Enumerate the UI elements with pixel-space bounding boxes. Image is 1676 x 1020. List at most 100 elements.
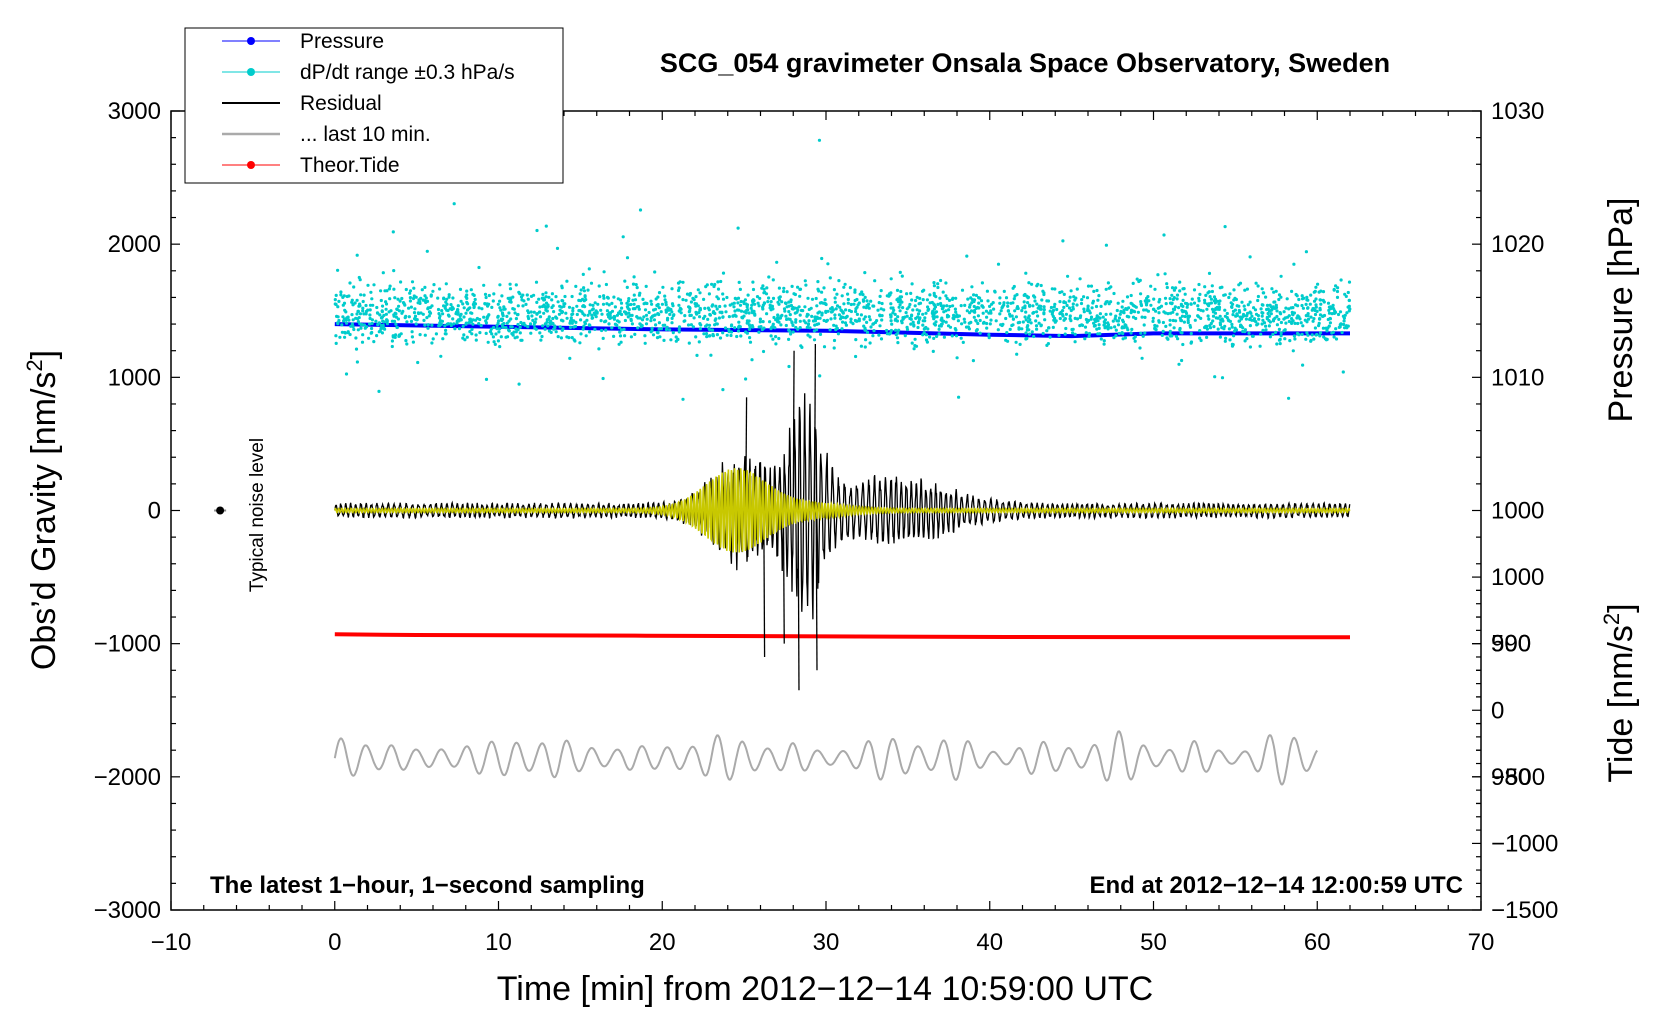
dpdt-point	[976, 314, 981, 318]
dpdt-point	[761, 320, 765, 324]
dpdt-point	[1139, 300, 1143, 304]
dpdt-point	[944, 320, 948, 324]
dpdt-point	[820, 256, 824, 261]
dpdt-point	[617, 311, 621, 315]
dpdt-point	[495, 327, 499, 331]
dpdt-point	[822, 345, 827, 349]
dpdt-point	[1207, 317, 1211, 321]
dpdt-point	[1142, 323, 1146, 327]
dpdt-point	[1008, 312, 1012, 316]
dpdt-point	[777, 336, 781, 341]
dpdt-point	[416, 360, 420, 365]
dpdt-point	[948, 304, 952, 309]
dpdt-point	[710, 282, 714, 286]
dpdt-point	[1089, 315, 1094, 319]
dpdt-point	[1139, 331, 1143, 335]
dpdt-point	[444, 332, 448, 336]
dpdt-point	[1296, 304, 1300, 308]
legend-label: dP/dt range ±0.3 hPa/s	[300, 61, 515, 84]
dpdt-point	[735, 334, 739, 339]
dpdt-point	[349, 324, 353, 328]
dpdt-point	[1082, 307, 1086, 311]
dpdt-point	[833, 300, 837, 304]
dpdt-point	[1176, 337, 1180, 341]
dpdt-point	[1326, 317, 1330, 322]
dpdt-point	[1306, 298, 1310, 302]
dpdt-point	[765, 286, 769, 290]
legend-label: ... last 10 min.	[300, 123, 431, 146]
dpdt-point	[1068, 317, 1072, 321]
dpdt-point	[915, 308, 919, 312]
dpdt-point	[1166, 312, 1170, 316]
dpdt-point	[464, 322, 468, 326]
dpdt-point	[1006, 339, 1010, 343]
dpdt-point	[863, 345, 867, 349]
dpdt-point	[1064, 312, 1068, 316]
dpdt-point	[632, 302, 636, 306]
dpdt-point	[1172, 326, 1176, 330]
dpdt-point	[871, 304, 875, 308]
dpdt-point	[684, 298, 688, 302]
dpdt-point	[490, 332, 494, 336]
dpdt-point	[1165, 285, 1169, 290]
dpdt-point	[1104, 312, 1108, 316]
y-tick-label-tide: −1000	[1491, 830, 1558, 857]
dpdt-point	[744, 311, 748, 315]
dpdt-point	[573, 324, 578, 328]
dpdt-point	[1045, 329, 1049, 333]
dpdt-point	[820, 290, 824, 294]
dpdt-point	[339, 293, 343, 297]
dpdt-point	[1030, 282, 1034, 286]
dpdt-point	[1331, 330, 1335, 334]
dpdt-point	[980, 304, 984, 308]
dpdt-point	[895, 336, 900, 340]
dpdt-point	[1092, 321, 1096, 325]
dpdt-point	[1164, 324, 1168, 328]
dpdt-point	[589, 281, 594, 285]
dpdt-point	[1106, 325, 1110, 329]
dpdt-point	[985, 289, 990, 293]
dpdt-point	[1306, 317, 1311, 321]
dpdt-point	[362, 293, 366, 297]
dpdt-point	[518, 331, 522, 335]
dpdt-point	[699, 323, 703, 327]
dpdt-point	[942, 304, 946, 308]
dpdt-point	[1078, 277, 1082, 281]
dpdt-point	[917, 320, 921, 324]
dpdt-point	[707, 326, 711, 331]
dpdt-point	[364, 303, 368, 308]
dpdt-point	[1271, 332, 1275, 336]
dpdt-point	[447, 293, 451, 297]
dpdt-point	[1338, 310, 1343, 314]
dpdt-point	[880, 314, 884, 318]
dpdt-point	[1006, 301, 1010, 305]
dpdt-point	[1073, 298, 1077, 302]
dpdt-point	[650, 326, 654, 330]
dpdt-point	[1250, 314, 1254, 318]
dpdt-point	[656, 312, 660, 316]
dpdt-point	[1287, 396, 1291, 400]
dpdt-point	[998, 296, 1002, 300]
dpdt-point	[894, 333, 898, 337]
dpdt-point	[617, 342, 621, 346]
dpdt-point	[1097, 294, 1101, 298]
dpdt-point	[701, 316, 706, 320]
dpdt-point	[694, 335, 698, 339]
dpdt-point	[1291, 306, 1295, 310]
dpdt-point	[1083, 337, 1087, 341]
dpdt-point	[932, 281, 936, 285]
dpdt-point	[1327, 311, 1332, 315]
dpdt-point	[771, 278, 775, 282]
dpdt-point	[1262, 321, 1267, 325]
dpdt-point	[757, 325, 761, 329]
dpdt-point	[361, 333, 365, 337]
dpdt-point	[1178, 328, 1182, 332]
dpdt-point	[715, 307, 719, 311]
dpdt-point	[817, 138, 822, 142]
dpdt-point	[738, 287, 743, 291]
dpdt-point	[888, 293, 892, 297]
dpdt-point	[604, 328, 608, 332]
dpdt-point	[1024, 310, 1028, 314]
dpdt-point	[1170, 301, 1174, 305]
dpdt-point	[1210, 289, 1214, 294]
